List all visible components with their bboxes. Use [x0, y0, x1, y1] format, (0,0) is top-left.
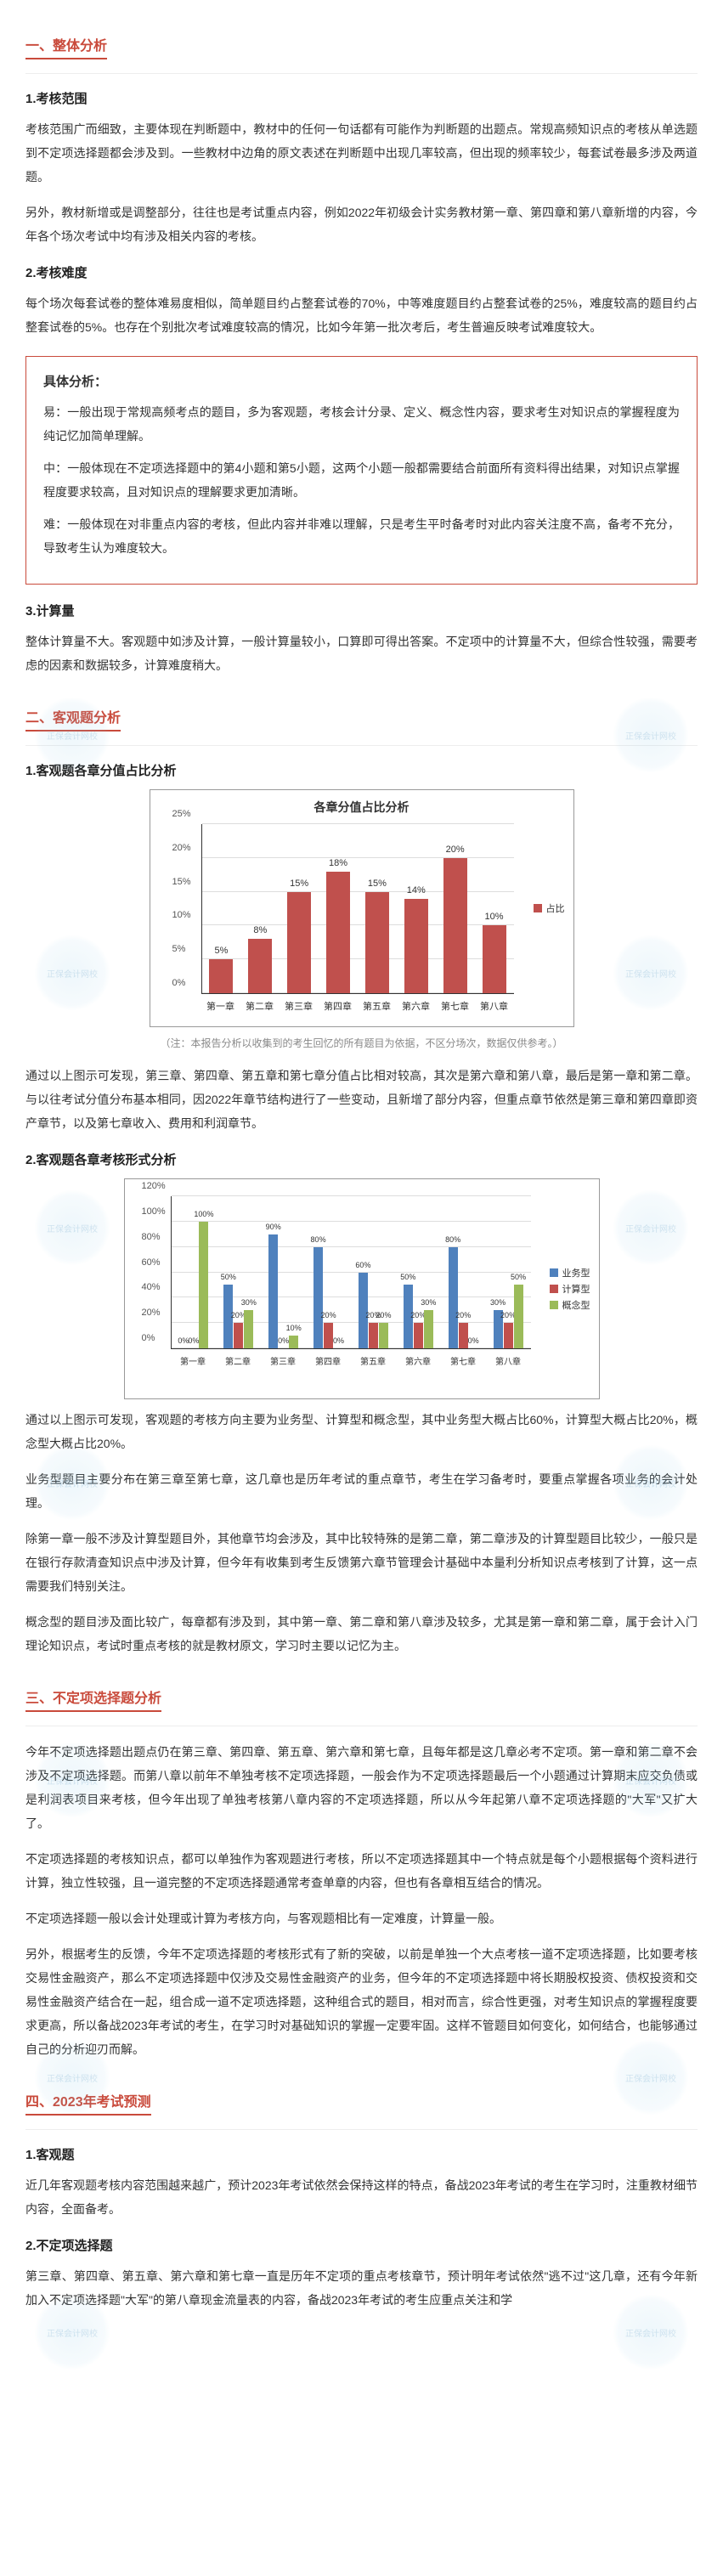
para: 今年不定项选择题出题点仍在第三章、第四章、第五章、第六章和第七章，且每年都是这几…: [25, 1740, 698, 1835]
bar: 20%: [234, 1323, 243, 1348]
watermark: 正保会计网校: [34, 1189, 110, 1266]
bar: 20%: [504, 1323, 513, 1348]
legend-label: 业务型: [562, 1266, 590, 1280]
x-label: 第八章: [495, 1354, 521, 1367]
bar: 80%: [313, 1247, 323, 1348]
heading-forecast-1: 1.客观题: [25, 2145, 698, 2163]
bar: 90%: [268, 1234, 278, 1348]
watermark: 正保会计网校: [34, 935, 110, 1011]
x-label: 第二章: [225, 1354, 251, 1367]
legend-label: 概念型: [562, 1298, 590, 1312]
bar: 50%: [514, 1285, 523, 1348]
bar: 14%: [404, 899, 428, 993]
bar: 20%: [369, 1323, 378, 1348]
bar: 8%: [248, 939, 272, 993]
x-label: 第二章: [246, 999, 274, 1013]
para: 第三章、第四章、第五章、第六章和第七章一直是历年不定项的重点考核章节，预计明年考…: [25, 2264, 698, 2312]
para: 不定项选择题的考核知识点，都可以单独作为客观题进行考核，所以不定项选择题其中一个…: [25, 1847, 698, 1895]
bar: 18%: [326, 872, 350, 993]
x-label: 第一章: [206, 999, 234, 1013]
bar: 15%: [287, 892, 311, 993]
bar: 30%: [244, 1310, 253, 1348]
para: 考核范围广而细致，主要体现在判断题中，教材中的任何一句话都有可能作为判断题的出题…: [25, 117, 698, 189]
para: 整体计算量不大。客观题中如涉及计算，一般计算量较小，口算即可得出答案。不定项中的…: [25, 630, 698, 677]
box-para: 易：一般出现于常规高频考点的题目，多为客观题，考核会计分录、定义、概念性内容，要…: [43, 400, 680, 448]
heading-calc: 3.计算量: [25, 602, 698, 619]
section-1-title: 一、整体分析: [25, 34, 107, 59]
x-label: 第五章: [360, 1354, 386, 1367]
x-label: 第七章: [441, 999, 469, 1013]
x-label: 第六章: [405, 1354, 431, 1367]
para: 近几年客观题考核内容范围越来越广，预计2023年考试依然会保持这样的特点，备战2…: [25, 2173, 698, 2221]
para: 业务型题目主要分布在第三章至第七章，这几章也是历年考试的重点章节，考生在学习备考…: [25, 1467, 698, 1515]
para: 不定项选择题一般以会计处理或计算为考核方向，与客观题相比有一定难度，计算量一般。: [25, 1907, 698, 1930]
x-label: 第一章: [180, 1354, 206, 1367]
bar: 20%: [414, 1323, 423, 1348]
section-4-title: 四、2023年考试预测: [25, 2090, 151, 2116]
x-label: 第三章: [270, 1354, 296, 1367]
x-label: 第五章: [363, 999, 391, 1013]
para: 另外，教材新增或是调整部分，往往也是考试重点内容，例如2022年初级会计实务教材…: [25, 201, 698, 248]
x-label: 第四章: [315, 1354, 341, 1367]
chart1-title: 各章分值占比分析: [159, 799, 565, 816]
chart1-note: （注：本报告分析以收集到的考生回忆的所有题目为依据，不区分场次，数据仅供参考。）: [25, 1036, 698, 1050]
bar: 20%: [379, 1323, 388, 1348]
bar: 15%: [365, 892, 389, 993]
para: 除第一章一般不涉及计算型题目外，其他章节均会涉及，其中比较特殊的是第二章，第二章…: [25, 1527, 698, 1598]
chart-chapter-form: 0%20%40%60%80%100%120%0%0%100%50%20%30%9…: [124, 1178, 600, 1399]
section-3-title: 三、不定项选择题分析: [25, 1686, 161, 1712]
heading-chart1: 1.客观题各章分值占比分析: [25, 761, 698, 779]
bar: 100%: [199, 1222, 208, 1348]
bar: 5%: [209, 959, 233, 993]
bar: 30%: [424, 1310, 433, 1348]
bar: 20%: [459, 1323, 468, 1348]
box-para: 中：一般体现在不定项选择题中的第4小题和第5小题，这两个小题一般都需要结合前面所…: [43, 456, 680, 504]
chart-chapter-score: 各章分值占比分析 0%5%10%15%20%25%5%8%15%18%15%14…: [150, 789, 574, 1027]
heading-forecast-2: 2.不定项选择题: [25, 2236, 698, 2254]
x-label: 第四章: [324, 999, 352, 1013]
bar: 20%: [443, 858, 467, 993]
para: 另外，根据考生的反馈，今年不定项选择题的考核形式有了新的突破，以前是单独一个大点…: [25, 1942, 698, 2061]
legend-label: 计算型: [562, 1282, 590, 1296]
para: 通过以上图示可发现，客观题的考核方向主要为业务型、计算型和概念型，其中业务型大概…: [25, 1408, 698, 1455]
analysis-box: 具体分析： 易：一般出现于常规高频考点的题目，多为客观题，考核会计分录、定义、概…: [25, 356, 698, 585]
bar: 20%: [324, 1323, 333, 1348]
x-label: 第七章: [450, 1354, 476, 1367]
x-label: 第六章: [402, 999, 430, 1013]
heading-difficulty: 2.考核难度: [25, 263, 698, 281]
box-para: 难：一般体现在对非重点内容的考核，但此内容并非难以理解，只是考生平时备考时对此内…: [43, 512, 680, 560]
para: 概念型的题目涉及面比较广，每章都有涉及到，其中第一章、第二章和第八章涉及较多，尤…: [25, 1610, 698, 1658]
section-2-title: 二、客观题分析: [25, 706, 121, 732]
bar: 10%: [289, 1336, 298, 1348]
watermark: 正保会计网校: [613, 935, 689, 1011]
legend-label: 占比: [546, 901, 565, 915]
x-label: 第三章: [285, 999, 313, 1013]
heading-chart2: 2.客观题各章考核形式分析: [25, 1150, 698, 1168]
chart2-legend: 业务型计算型概念型: [550, 1263, 590, 1314]
para: 每个场次每套试卷的整体难易度相似，简单题目约占整套试卷的70%，中等难度题目约占…: [25, 291, 698, 339]
x-label: 第八章: [480, 999, 508, 1013]
box-title: 具体分析：: [43, 372, 680, 390]
heading-scope: 1.考核范围: [25, 89, 698, 107]
bar: 80%: [449, 1247, 458, 1348]
watermark: 正保会计网校: [613, 1189, 689, 1266]
para: 通过以上图示可发现，第三章、第四章、第五章和第七章分值占比相对较高，其次是第六章…: [25, 1064, 698, 1135]
chart1-legend: 占比: [534, 899, 565, 918]
bar: 10%: [483, 925, 506, 993]
